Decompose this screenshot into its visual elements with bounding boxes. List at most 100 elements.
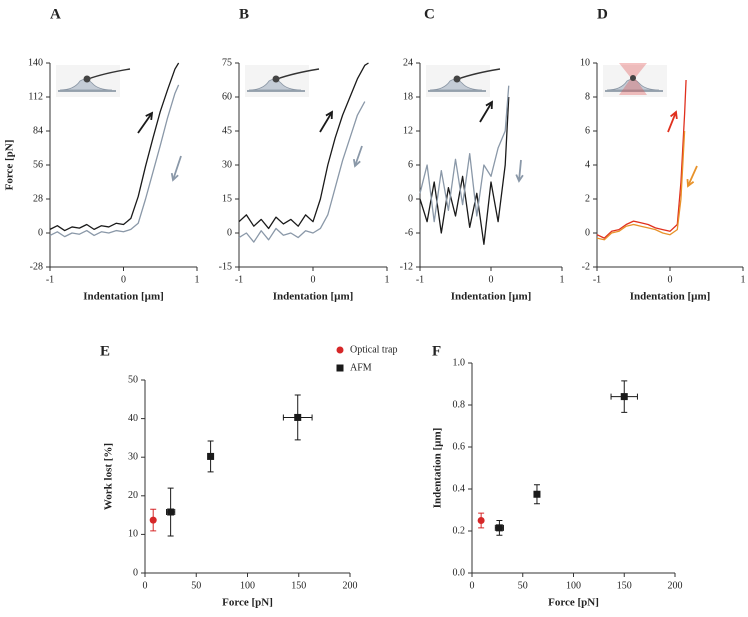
x-tick-label: 1 xyxy=(195,274,200,285)
x-tick-label: 1 xyxy=(560,274,565,285)
x-axis-title: Force [pN] xyxy=(548,597,599,609)
y-tick-label: -12 xyxy=(400,261,413,272)
x-tick-label: -1 xyxy=(46,274,54,285)
bead xyxy=(83,75,91,83)
arrow-head xyxy=(352,158,361,168)
arrow xyxy=(687,165,698,187)
point xyxy=(620,393,628,401)
x-tick-label: -1 xyxy=(593,274,601,285)
panel-label: C xyxy=(424,6,435,22)
x-tick-label: 1 xyxy=(385,274,390,285)
y-tick-label: -15 xyxy=(219,261,232,272)
cantilever xyxy=(87,68,131,80)
inset-icon xyxy=(603,63,667,97)
point xyxy=(477,517,485,524)
y-tick-label: 0.4 xyxy=(453,483,466,494)
bead xyxy=(630,75,636,81)
y-tick-label: 0.6 xyxy=(453,441,466,452)
y-tick-label: 0 xyxy=(133,567,138,578)
x-tick-label: 0 xyxy=(470,580,475,591)
arrow xyxy=(172,155,182,181)
y-tick-label: 30 xyxy=(222,159,232,170)
trace xyxy=(238,101,366,243)
arrow xyxy=(319,111,333,133)
y-tick-label: 2 xyxy=(585,193,590,204)
x-tick-label: 0 xyxy=(121,274,126,285)
y-tick-label: 56 xyxy=(33,159,43,170)
y-tick-label: 10 xyxy=(580,57,590,68)
trace xyxy=(596,130,686,241)
panel-label: B xyxy=(239,6,249,22)
y-tick-label: 0 xyxy=(227,227,232,238)
legend-label: Optical trap xyxy=(350,344,397,355)
trace xyxy=(238,62,369,230)
point xyxy=(533,490,541,498)
panel-label: A xyxy=(50,6,61,22)
x-tick-label: 150 xyxy=(291,580,306,591)
arrow-head xyxy=(670,110,678,120)
y-tick-label: 40 xyxy=(128,413,138,424)
y-tick-label: 60 xyxy=(222,91,232,102)
x-tick-label: 100 xyxy=(240,580,255,591)
y-tick-label: 84 xyxy=(33,125,43,136)
y-tick-label: 28 xyxy=(33,193,43,204)
trace xyxy=(49,62,180,232)
x-tick-label: -1 xyxy=(235,274,243,285)
inset-icon xyxy=(56,65,131,97)
x-tick-label: 0 xyxy=(668,274,673,285)
y-tick-label: 20 xyxy=(128,490,138,501)
y-axis-title: Indentation [µm] xyxy=(432,428,444,509)
cantilever xyxy=(276,68,320,80)
x-axis-title: Indentation [µm] xyxy=(83,291,164,303)
x-tick-label: 200 xyxy=(343,580,358,591)
arrow xyxy=(518,159,522,182)
arrow xyxy=(479,101,493,123)
point xyxy=(294,413,302,421)
arrow-head xyxy=(485,100,493,110)
y-tick-label: 24 xyxy=(403,57,413,68)
y-tick-label: 75 xyxy=(222,57,232,68)
y-tick-label: 10 xyxy=(128,529,138,540)
point xyxy=(167,508,175,516)
trace xyxy=(596,79,687,239)
inset-icon xyxy=(245,65,320,97)
panel-label: F xyxy=(432,343,441,359)
arrow-head xyxy=(515,174,524,183)
y-tick-label: 45 xyxy=(222,125,232,136)
y-tick-label: 0 xyxy=(585,227,590,238)
y-tick-label: 6 xyxy=(585,125,590,136)
x-tick-label: -1 xyxy=(416,274,424,285)
y-tick-label: 0.0 xyxy=(453,567,466,578)
y-tick-label: 0 xyxy=(38,227,43,238)
legend-label: AFM xyxy=(350,362,372,373)
y-tick-label: 1.0 xyxy=(453,357,466,368)
bead xyxy=(272,75,280,83)
point xyxy=(495,524,503,532)
arrow xyxy=(137,112,153,134)
trace xyxy=(419,85,510,223)
y-tick-label: -28 xyxy=(30,261,43,272)
legend-marker xyxy=(336,346,344,354)
trace xyxy=(49,84,180,238)
point xyxy=(149,516,157,524)
x-tick-label: 0 xyxy=(311,274,316,285)
panel-label: D xyxy=(597,6,608,22)
x-axis-title: Indentation [µm] xyxy=(630,291,711,303)
x-tick-label: 1 xyxy=(741,274,746,285)
arrow-head xyxy=(170,172,179,182)
panel-label: E xyxy=(100,343,110,359)
y-tick-label: 15 xyxy=(222,193,232,204)
x-axis-title: Indentation [µm] xyxy=(451,291,532,303)
x-tick-label: 100 xyxy=(566,580,581,591)
point xyxy=(207,452,215,460)
y-tick-label: 112 xyxy=(28,91,43,102)
y-tick-label: 0 xyxy=(408,193,413,204)
arrow xyxy=(354,145,363,167)
y-tick-label: 8 xyxy=(585,91,590,102)
y-tick-label: 50 xyxy=(128,374,138,385)
x-tick-label: 50 xyxy=(191,580,201,591)
y-axis-title: Force [pN] xyxy=(4,140,16,191)
arrow xyxy=(667,111,677,133)
x-tick-label: 0 xyxy=(143,580,148,591)
